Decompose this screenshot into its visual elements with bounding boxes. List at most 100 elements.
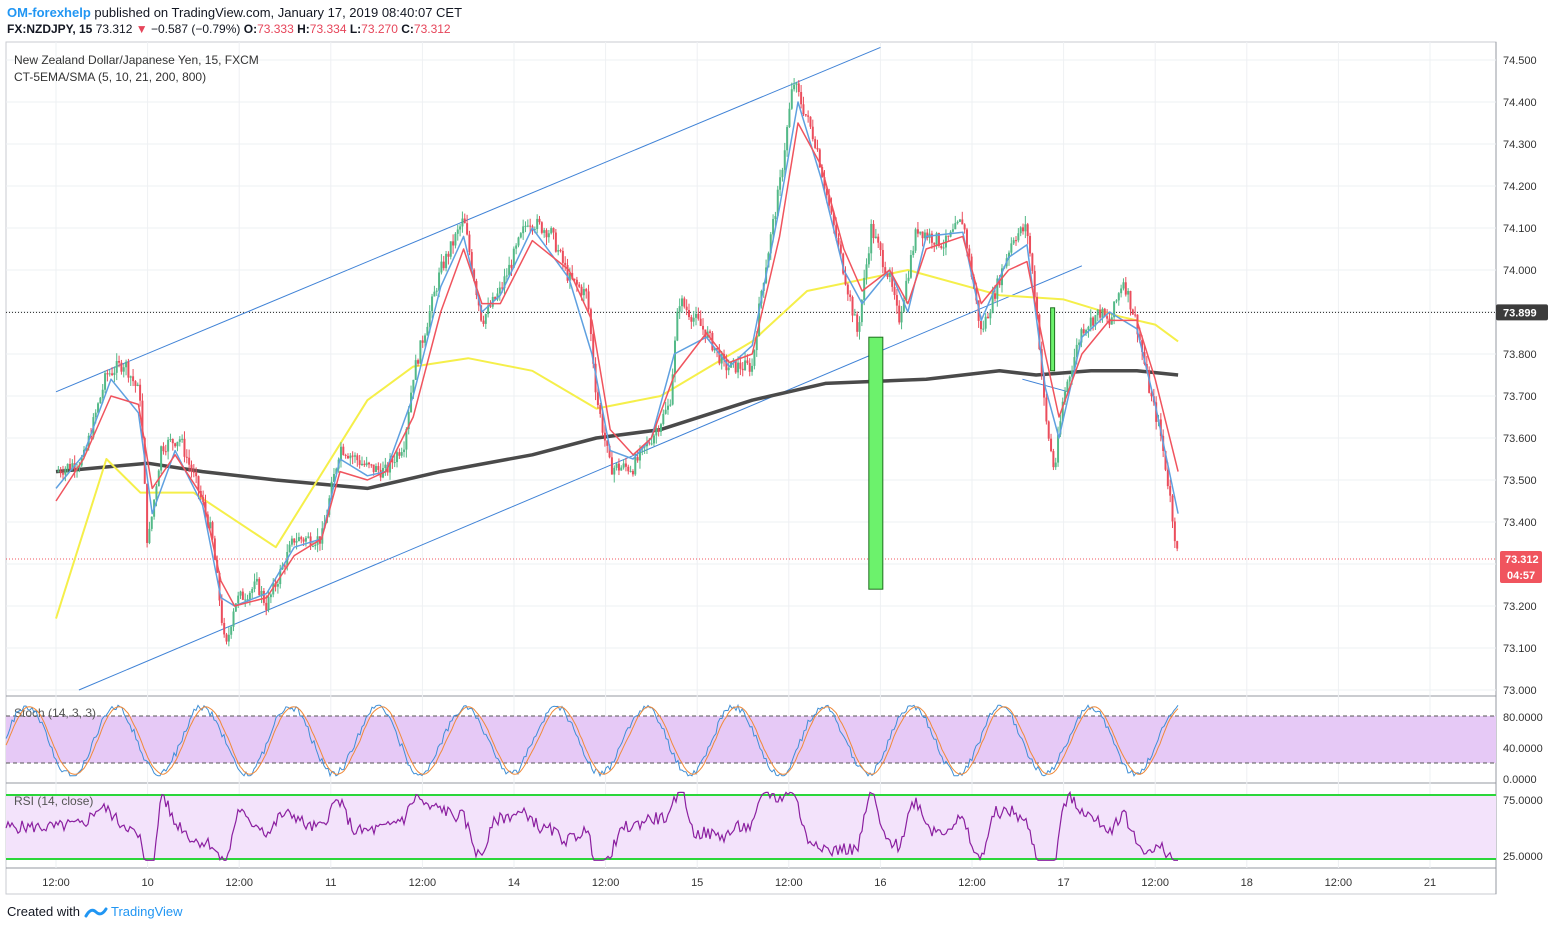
- candle-body: [393, 462, 396, 464]
- bar-countdown: 04:57: [1507, 570, 1535, 582]
- candle-body: [564, 262, 567, 266]
- candle-body: [741, 368, 744, 371]
- candle-body: [167, 439, 170, 452]
- price-tick-label: 73.200: [1503, 601, 1537, 613]
- candle-body: [428, 311, 431, 327]
- candle-body: [622, 463, 625, 468]
- candle-body: [461, 218, 464, 227]
- candle-body: [115, 360, 118, 373]
- candle-body: [389, 458, 392, 473]
- author-link[interactable]: OM-forexhelp: [7, 5, 91, 20]
- candle-body: [879, 242, 882, 250]
- candle-body: [795, 83, 798, 85]
- candle-body: [384, 464, 387, 469]
- candle-body: [258, 578, 261, 595]
- candle-body: [1082, 329, 1085, 334]
- candle-body: [692, 317, 695, 322]
- candle-body: [365, 462, 368, 466]
- chart-title: New Zealand Dollar/Japanese Yen, 15, FXC…: [14, 53, 259, 67]
- candle-body: [1106, 316, 1109, 319]
- candle-body: [197, 476, 200, 491]
- candle-body: [391, 458, 394, 463]
- candle-body: [414, 360, 417, 380]
- candle-body: [1085, 329, 1088, 334]
- candle-body: [1050, 438, 1053, 452]
- candle-body: [108, 373, 111, 375]
- price-tick-label: 73.000: [1503, 685, 1537, 697]
- price-tick-label: 74.000: [1503, 265, 1537, 277]
- candle-body: [585, 289, 588, 292]
- candle-body: [174, 443, 177, 447]
- candle-body: [470, 252, 473, 270]
- candle-body: [594, 363, 597, 393]
- candle-body: [1113, 301, 1116, 318]
- candle-body: [1073, 357, 1076, 371]
- candle-body: [786, 127, 789, 151]
- candle-body: [881, 249, 884, 268]
- candle-body: [498, 287, 501, 294]
- candle-body: [290, 538, 293, 545]
- candle-body: [64, 468, 67, 475]
- candle-body: [129, 376, 132, 378]
- chart-area[interactable]: Stoch (14, 3, 3) 80.0000 40.0000 0.0000 …: [0, 0, 1560, 900]
- candle-body: [921, 231, 924, 239]
- candle-body: [624, 463, 627, 467]
- candle-body: [188, 457, 191, 465]
- candle-body: [846, 284, 849, 295]
- candle-body: [807, 115, 810, 117]
- candle-body: [190, 464, 193, 472]
- candle-body: [1108, 318, 1111, 325]
- candle-body: [1029, 236, 1032, 254]
- candle-body: [835, 225, 838, 238]
- candle-body: [122, 367, 125, 372]
- stoch-pane: Stoch (14, 3, 3) 80.0000 40.0000 0.0000: [5, 703, 1543, 786]
- candle-body: [118, 360, 121, 363]
- candle-body: [246, 599, 249, 601]
- candle-body: [935, 233, 938, 245]
- candle-body: [776, 189, 779, 216]
- candle-body: [111, 373, 114, 375]
- candle-body: [178, 439, 181, 442]
- candle-body: [342, 446, 345, 455]
- candle-body: [1045, 397, 1048, 422]
- candle-body: [671, 374, 674, 405]
- candle-body: [1068, 376, 1071, 382]
- candle-body: [433, 291, 436, 297]
- candle-body: [774, 215, 777, 219]
- candle-body: [104, 373, 107, 390]
- candle-body: [146, 483, 149, 543]
- footer: Created with TradingView: [7, 904, 183, 919]
- candle-body: [702, 325, 705, 330]
- candle-body: [599, 405, 602, 414]
- candle-body: [783, 150, 786, 170]
- candle-body: [209, 522, 212, 529]
- candle-body: [669, 404, 672, 406]
- candle-body: [300, 537, 303, 540]
- green-marker-bar-small: [1050, 307, 1056, 372]
- candle-body: [912, 250, 915, 256]
- open-value: 73.333: [257, 22, 294, 36]
- candle-body: [454, 233, 457, 246]
- candle-body: [1115, 300, 1118, 302]
- candle-body: [909, 255, 912, 278]
- candle-body: [666, 405, 669, 410]
- candle-body: [1031, 253, 1034, 271]
- candle-body: [113, 372, 116, 375]
- candle-body: [276, 584, 279, 587]
- candle-body: [307, 536, 310, 538]
- price-tick-label: 74.300: [1503, 139, 1537, 151]
- candle-body: [237, 595, 240, 604]
- candle-body: [842, 253, 845, 274]
- candle-body: [678, 306, 681, 312]
- time-tick-label: 18: [1241, 877, 1253, 889]
- candle-body: [699, 318, 702, 326]
- current-price-tag: [1500, 550, 1542, 583]
- candle-body: [872, 223, 875, 239]
- publish-text: published on TradingView.com, January 17…: [94, 5, 463, 20]
- candle-body: [239, 591, 242, 596]
- tradingview-brand-link[interactable]: TradingView: [110, 904, 183, 919]
- candle-body: [251, 589, 254, 593]
- candle-body: [417, 360, 420, 364]
- candle-body: [811, 126, 814, 140]
- candle-body: [1078, 342, 1081, 345]
